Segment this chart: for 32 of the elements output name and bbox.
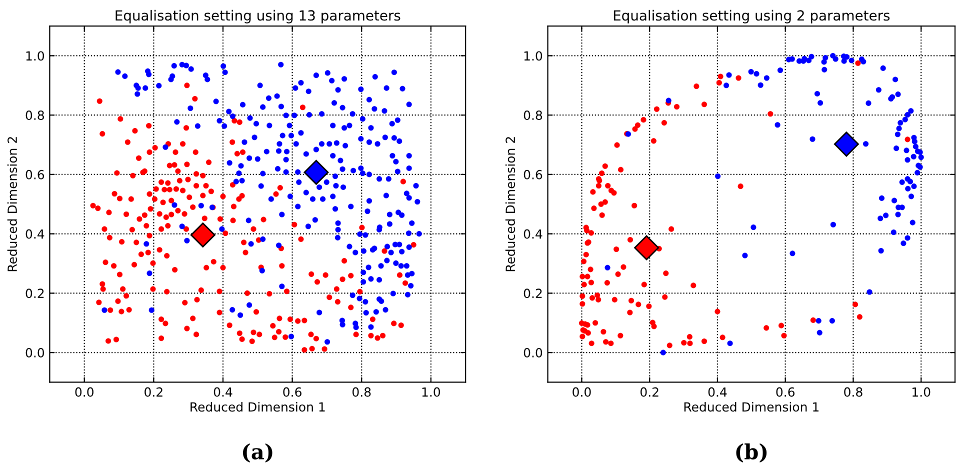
x-tick-label: 0.4 — [214, 387, 232, 397]
y-tick-label: 0.0 — [524, 348, 542, 358]
x-tick-label: 0.2 — [640, 387, 658, 397]
x-tick-label: 0.2 — [144, 387, 162, 397]
y-tick-label: 0.6 — [26, 170, 44, 180]
x-axis-title: Reduced Dimension 1 — [684, 402, 819, 412]
y-tick-label: 0.4 — [524, 229, 542, 239]
y-tick-label: 0.4 — [26, 229, 44, 239]
x-tick-label: 0.6 — [776, 387, 795, 397]
x-tick-label: 1.0 — [912, 387, 930, 397]
y-tick-label: 0.0 — [26, 348, 44, 358]
y-tick-label: 0.2 — [26, 288, 44, 298]
text: (a) — [243, 443, 272, 462]
chart-title: Equalisation setting using 2 parameters — [614, 10, 890, 24]
y-tick-label: 0.2 — [524, 288, 542, 298]
y-tick-label: 0.8 — [26, 110, 44, 120]
chart-title: Equalisation setting using 13 parameters — [116, 10, 400, 24]
y-tick-label: 1.0 — [26, 51, 44, 61]
y-axis-title: Reduced Dimension 2 — [7, 137, 17, 272]
x-tick-label: 1.0 — [422, 387, 440, 397]
x-tick-label: 0.0 — [75, 387, 94, 397]
text: (b) — [736, 443, 767, 462]
x-tick-label: 0.8 — [352, 387, 371, 397]
y-tick-label: 1.0 — [524, 51, 542, 61]
y-tick-label: 0.8 — [524, 110, 542, 120]
x-tick-label: 0.4 — [708, 387, 727, 397]
y-tick-label: 0.6 — [524, 170, 542, 180]
y-axis-title: Reduced Dimension 2 — [505, 137, 516, 272]
x-axis-title: Reduced Dimension 1 — [190, 402, 325, 412]
x-tick-label: 0.6 — [283, 387, 302, 397]
x-tick-label: 0.8 — [844, 387, 862, 397]
x-tick-label: 0.0 — [572, 387, 591, 397]
